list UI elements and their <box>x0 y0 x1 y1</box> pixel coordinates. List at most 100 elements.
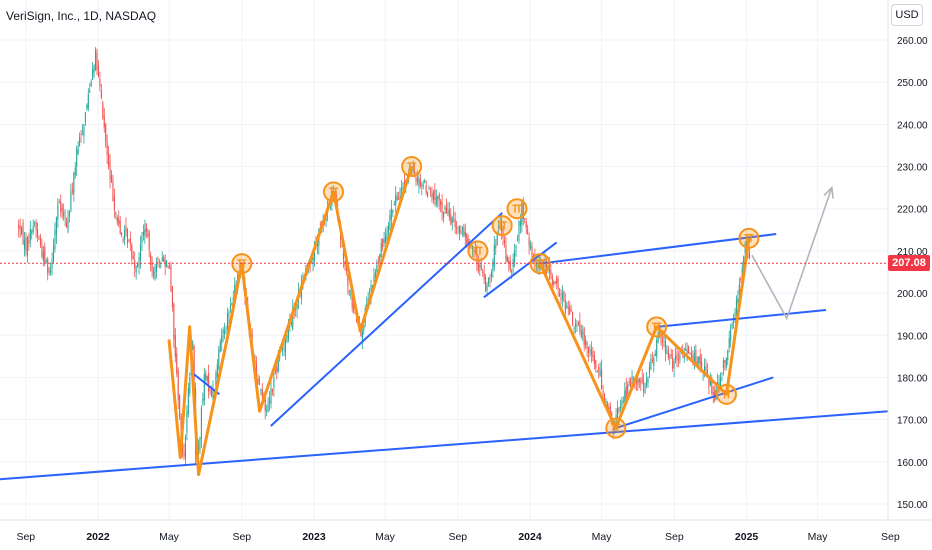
last-price-label: 207.08 <box>888 255 930 271</box>
candle-body <box>374 272 376 278</box>
candle-body <box>572 311 574 326</box>
candle-body <box>157 258 159 260</box>
candle-body <box>416 178 419 183</box>
projection-path <box>751 185 834 321</box>
candle-body <box>115 212 117 215</box>
candle-body <box>108 153 110 167</box>
candle-body <box>444 206 446 210</box>
candle-body <box>292 307 294 329</box>
candle-body <box>122 239 124 241</box>
candle-body <box>206 375 208 382</box>
price-axis[interactable]: 260.00 250.00 240.00 230.00 220.00 210.00 200.… <box>887 0 932 550</box>
candle-body <box>264 396 266 411</box>
candle-body <box>485 277 487 292</box>
candle-body <box>738 283 740 295</box>
candle-body <box>728 338 730 349</box>
candle-body <box>105 124 107 142</box>
candle-body <box>596 370 598 372</box>
candle-body <box>219 341 221 351</box>
candle-body <box>55 217 57 235</box>
candle-body <box>189 377 191 394</box>
candle-body <box>192 342 194 350</box>
candle-body <box>183 451 185 457</box>
candle-body <box>748 251 751 259</box>
candle-body <box>456 227 458 229</box>
pattern-marker-glyph <box>721 390 731 399</box>
candle-body <box>740 278 742 280</box>
candle-body <box>257 378 259 381</box>
candle-body <box>52 246 55 262</box>
candle-body <box>690 353 693 358</box>
candle-body <box>509 261 511 270</box>
candle-body <box>463 227 465 235</box>
candle-body <box>473 250 475 254</box>
projection-arrowhead <box>823 185 834 199</box>
candle-body <box>576 324 578 327</box>
x-tick-label: Sep <box>232 531 251 543</box>
candle-body <box>21 227 23 234</box>
trendline <box>615 376 774 430</box>
candle-body <box>363 325 365 330</box>
grid <box>0 0 891 520</box>
candle-body <box>664 340 666 353</box>
x-tick-label: Sep <box>16 531 35 543</box>
currency-button[interactable]: USD <box>891 4 923 26</box>
pattern-marker-glyph <box>473 246 483 255</box>
candle-body <box>398 198 400 200</box>
candle-body <box>234 284 236 300</box>
candle-body <box>193 346 195 390</box>
candle-body <box>199 437 201 451</box>
pattern-marker-glyph <box>611 423 621 433</box>
candle-body <box>229 305 231 310</box>
time-axis[interactable]: Sep 2022 May Sep 2023 May Sep 2024 May Sep 2025 May… <box>0 519 932 543</box>
candle-body <box>730 330 732 342</box>
candle-body <box>676 353 678 361</box>
candle-body <box>547 265 549 267</box>
candle-body <box>45 260 47 262</box>
y-tick-label: 170.00 <box>897 416 928 427</box>
candle-body <box>415 176 417 181</box>
candle-body <box>83 124 85 137</box>
candle-body <box>498 225 500 229</box>
candle-body <box>506 256 508 262</box>
candle-body <box>282 347 284 349</box>
candle-body <box>490 272 492 277</box>
candle-body <box>377 262 379 264</box>
candle-body <box>171 286 173 308</box>
candle-body <box>150 254 152 265</box>
candle-body <box>427 191 429 197</box>
candle-body <box>699 355 701 366</box>
candle-body <box>637 379 639 385</box>
candle-body <box>695 350 697 363</box>
pattern-marker <box>646 316 668 338</box>
candle-body <box>519 221 521 227</box>
projection-line <box>751 187 833 321</box>
candle-body <box>489 277 491 280</box>
candle-body <box>431 193 433 198</box>
candle-body <box>514 250 516 263</box>
price-axis-background <box>888 0 932 550</box>
candle-body <box>218 349 220 370</box>
candle-body <box>719 377 722 387</box>
candle-body <box>685 348 687 351</box>
candle-body <box>274 371 276 373</box>
y-tick-label: 160.00 <box>897 458 928 469</box>
candle-body <box>734 312 736 319</box>
candle-body <box>258 379 260 386</box>
candle-body <box>545 261 548 271</box>
candle-body <box>97 65 100 77</box>
candle-body <box>582 332 584 334</box>
candle-body <box>389 215 391 230</box>
candle-body <box>153 271 155 276</box>
y-tick-label: 180.00 <box>897 373 928 384</box>
candle-body <box>154 266 156 280</box>
candle-body <box>128 239 130 241</box>
candle-body <box>673 361 675 369</box>
candle-body <box>38 237 40 240</box>
y-tick-label: 230.00 <box>897 163 928 174</box>
candle-body <box>255 363 258 377</box>
candle-body <box>131 244 133 259</box>
candle-body <box>599 371 601 376</box>
